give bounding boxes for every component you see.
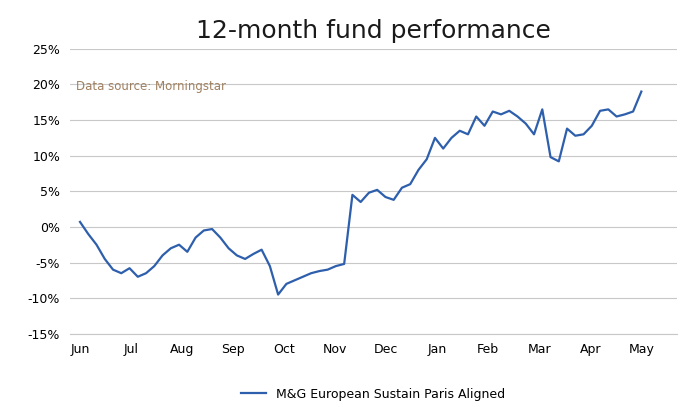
M&G European Sustain Paris Aligned [183,249,191,254]
Line: M&G European Sustain Paris Aligned: M&G European Sustain Paris Aligned [80,92,641,295]
M&G European Sustain Paris Aligned [629,109,637,114]
M&G European Sustain Paris Aligned [637,89,646,94]
M&G European Sustain Paris Aligned [117,271,126,276]
M&G European Sustain Paris Aligned [274,292,282,297]
M&G European Sustain Paris Aligned [266,264,274,269]
M&G European Sustain Paris Aligned [76,219,84,224]
Legend: M&G European Sustain Paris Aligned: M&G European Sustain Paris Aligned [237,383,510,406]
Title: 12-month fund performance: 12-month fund performance [196,19,551,43]
Text: Data source: Morningstar: Data source: Morningstar [76,80,226,93]
M&G European Sustain Paris Aligned [258,247,266,252]
M&G European Sustain Paris Aligned [406,182,415,186]
